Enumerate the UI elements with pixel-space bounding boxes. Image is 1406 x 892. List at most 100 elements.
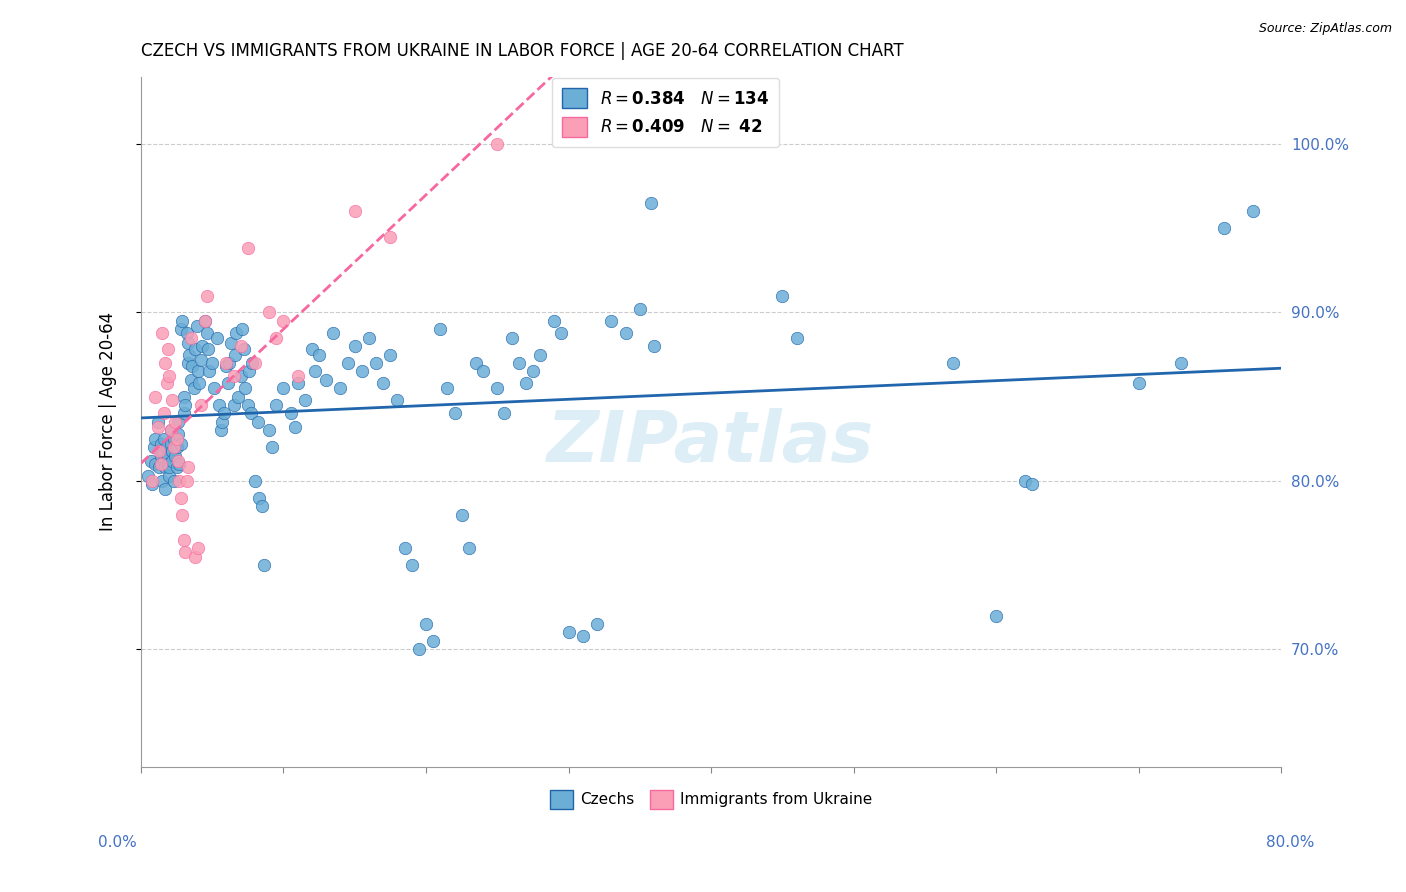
Point bbox=[273, 381, 295, 395]
Point bbox=[152, 453, 174, 467]
Point bbox=[472, 364, 495, 378]
Point bbox=[304, 364, 326, 378]
Point bbox=[422, 634, 444, 648]
Point bbox=[522, 364, 544, 378]
Point bbox=[550, 326, 572, 340]
Point bbox=[150, 474, 173, 488]
Point bbox=[443, 407, 465, 421]
Point bbox=[139, 453, 162, 467]
Point bbox=[357, 331, 380, 345]
Point bbox=[149, 437, 172, 451]
Point bbox=[162, 443, 184, 458]
Point bbox=[222, 369, 245, 384]
Point bbox=[1213, 221, 1236, 235]
Point bbox=[166, 432, 188, 446]
Point bbox=[163, 440, 186, 454]
Point bbox=[162, 392, 184, 407]
Point bbox=[415, 617, 437, 632]
Point bbox=[246, 415, 269, 429]
Point bbox=[157, 457, 180, 471]
Point bbox=[266, 331, 288, 345]
Point bbox=[162, 453, 184, 467]
Point bbox=[184, 343, 207, 357]
Point bbox=[219, 335, 242, 350]
Point bbox=[163, 432, 186, 446]
Point bbox=[215, 356, 238, 370]
Point bbox=[141, 474, 163, 488]
Point bbox=[942, 356, 965, 370]
Point bbox=[640, 196, 662, 211]
Point bbox=[240, 356, 263, 370]
Point bbox=[1241, 204, 1264, 219]
Point bbox=[387, 392, 409, 407]
Point bbox=[211, 415, 233, 429]
Point bbox=[166, 440, 188, 454]
Point bbox=[226, 390, 249, 404]
Point bbox=[173, 533, 195, 547]
Point bbox=[172, 508, 194, 522]
Point bbox=[167, 415, 190, 429]
Point bbox=[169, 457, 191, 471]
Point bbox=[143, 432, 166, 446]
Point bbox=[429, 322, 451, 336]
Point bbox=[169, 474, 191, 488]
Point bbox=[464, 356, 486, 370]
Point bbox=[166, 460, 188, 475]
Point bbox=[408, 642, 430, 657]
Point bbox=[163, 474, 186, 488]
Point bbox=[280, 407, 302, 421]
Point bbox=[190, 398, 212, 412]
Point bbox=[322, 326, 344, 340]
Point bbox=[224, 347, 246, 361]
Point bbox=[152, 432, 174, 446]
Point bbox=[508, 356, 530, 370]
Point bbox=[287, 376, 309, 391]
Point bbox=[233, 381, 256, 395]
Point bbox=[571, 629, 593, 643]
Point bbox=[494, 407, 516, 421]
Point bbox=[180, 331, 202, 345]
Point bbox=[167, 453, 190, 467]
Text: CZECH VS IMMIGRANTS FROM UKRAINE IN LABOR FORCE | AGE 20-64 CORRELATION CHART: CZECH VS IMMIGRANTS FROM UKRAINE IN LABO… bbox=[141, 42, 904, 60]
Point bbox=[195, 326, 218, 340]
Point bbox=[218, 356, 240, 370]
Point bbox=[225, 326, 247, 340]
Point bbox=[315, 373, 337, 387]
Point bbox=[436, 381, 458, 395]
Point bbox=[159, 468, 181, 483]
Point bbox=[143, 390, 166, 404]
Point bbox=[198, 364, 221, 378]
Point bbox=[236, 241, 259, 255]
Point bbox=[174, 544, 197, 558]
Point bbox=[1021, 477, 1043, 491]
Point bbox=[170, 322, 193, 336]
Point bbox=[165, 449, 187, 463]
Point bbox=[215, 359, 238, 374]
Point bbox=[229, 369, 252, 384]
Point bbox=[188, 376, 211, 391]
Point bbox=[600, 314, 623, 328]
Point bbox=[217, 376, 239, 391]
Point bbox=[343, 339, 366, 353]
Point bbox=[143, 457, 166, 471]
Legend: Czechs, Immigrants from Ukraine: Czechs, Immigrants from Ukraine bbox=[544, 784, 879, 815]
Point bbox=[252, 558, 274, 573]
Point bbox=[159, 460, 181, 475]
Point bbox=[238, 364, 260, 378]
Text: 80.0%: 80.0% bbox=[1267, 836, 1315, 850]
Point bbox=[174, 398, 197, 412]
Point bbox=[243, 474, 266, 488]
Point bbox=[450, 508, 472, 522]
Point bbox=[157, 449, 180, 463]
Point bbox=[195, 288, 218, 302]
Point bbox=[380, 229, 402, 244]
Point bbox=[628, 301, 651, 316]
Point bbox=[373, 376, 395, 391]
Point bbox=[329, 381, 352, 395]
Point bbox=[1170, 356, 1192, 370]
Point bbox=[160, 423, 183, 437]
Point bbox=[160, 437, 183, 451]
Point bbox=[486, 136, 509, 151]
Point bbox=[153, 483, 176, 497]
Point bbox=[301, 343, 323, 357]
